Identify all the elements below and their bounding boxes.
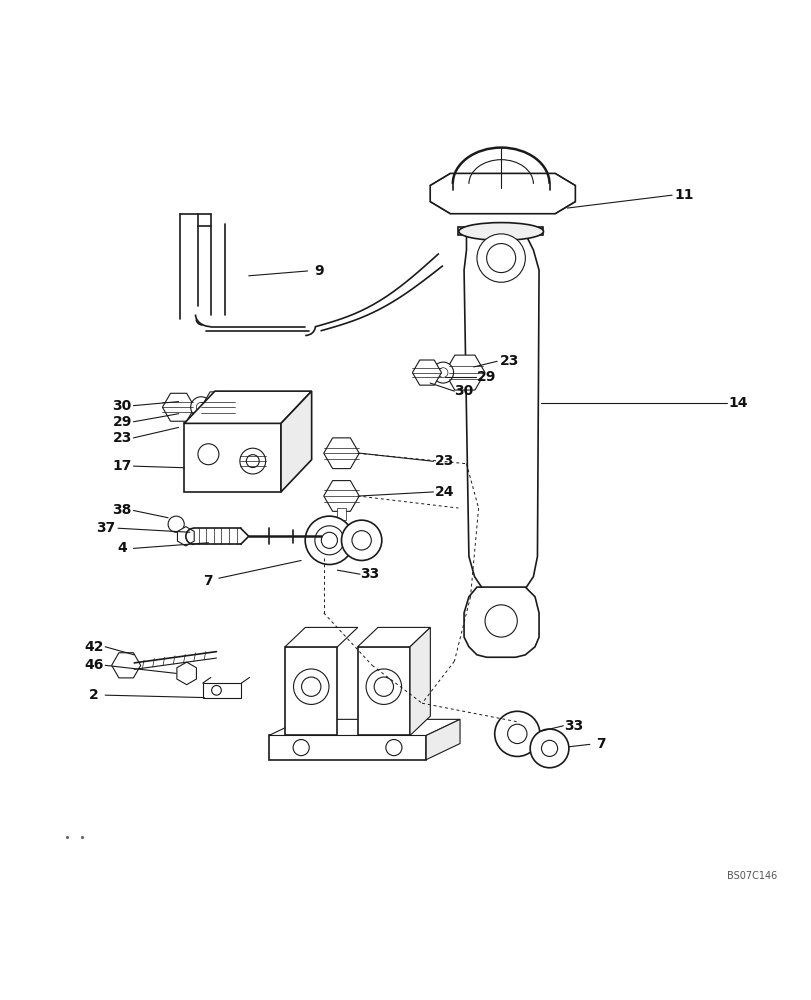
Text: 14: 14 <box>727 396 747 410</box>
Polygon shape <box>285 627 358 647</box>
Circle shape <box>432 362 453 383</box>
Circle shape <box>315 526 344 555</box>
Text: 23: 23 <box>499 354 518 368</box>
Circle shape <box>486 244 515 273</box>
Text: 42: 42 <box>84 640 104 654</box>
Circle shape <box>293 740 309 756</box>
Text: 37: 37 <box>97 521 115 535</box>
Polygon shape <box>268 719 460 735</box>
Circle shape <box>198 444 219 465</box>
Polygon shape <box>458 227 543 235</box>
Text: 33: 33 <box>359 567 379 581</box>
Circle shape <box>305 516 353 565</box>
Ellipse shape <box>458 223 543 240</box>
Polygon shape <box>281 391 311 492</box>
Bar <box>285 647 337 735</box>
Circle shape <box>191 397 212 418</box>
Text: 7: 7 <box>595 737 605 751</box>
Text: 46: 46 <box>84 658 104 672</box>
Circle shape <box>351 531 371 550</box>
Circle shape <box>168 516 184 532</box>
Text: 30: 30 <box>113 399 131 413</box>
Circle shape <box>374 677 393 696</box>
Text: 17: 17 <box>112 459 131 473</box>
Circle shape <box>494 711 539 756</box>
Circle shape <box>293 669 328 704</box>
Bar <box>203 683 241 698</box>
Polygon shape <box>426 719 460 760</box>
Text: 33: 33 <box>564 719 582 733</box>
Bar <box>337 508 346 520</box>
Text: 29: 29 <box>476 370 496 384</box>
Circle shape <box>196 402 206 412</box>
Bar <box>268 735 426 760</box>
Text: 4: 4 <box>117 541 127 555</box>
Circle shape <box>301 677 320 696</box>
Circle shape <box>239 448 265 474</box>
Text: 23: 23 <box>435 454 454 468</box>
Text: 23: 23 <box>112 431 131 445</box>
Text: 38: 38 <box>112 503 131 517</box>
Circle shape <box>507 724 526 744</box>
Text: 24: 24 <box>435 485 454 499</box>
Circle shape <box>476 234 525 282</box>
Polygon shape <box>357 627 430 647</box>
Text: 2: 2 <box>89 688 99 702</box>
Circle shape <box>366 669 401 704</box>
Text: 29: 29 <box>112 415 131 429</box>
Circle shape <box>385 740 401 756</box>
Circle shape <box>541 740 557 756</box>
Text: BS07C146: BS07C146 <box>726 871 776 881</box>
Circle shape <box>341 520 381 560</box>
Polygon shape <box>430 173 575 214</box>
Circle shape <box>530 729 569 768</box>
Circle shape <box>438 368 448 377</box>
Text: 7: 7 <box>204 574 213 588</box>
Text: 30: 30 <box>454 384 473 398</box>
Bar <box>357 647 410 735</box>
Circle shape <box>484 605 517 637</box>
Polygon shape <box>184 391 311 423</box>
Text: 11: 11 <box>674 188 693 202</box>
Polygon shape <box>464 587 539 657</box>
Circle shape <box>212 685 221 695</box>
Text: 9: 9 <box>314 264 324 278</box>
Polygon shape <box>410 627 430 735</box>
Circle shape <box>321 532 337 548</box>
Circle shape <box>246 455 259 468</box>
Polygon shape <box>464 234 539 595</box>
Bar <box>184 423 281 492</box>
